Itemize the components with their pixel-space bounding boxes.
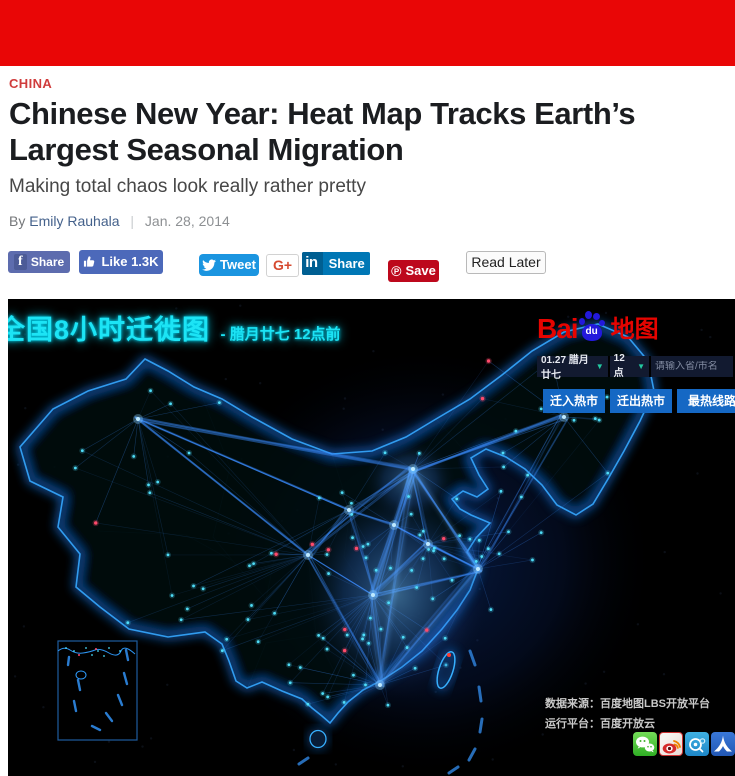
linkedin-share-button[interactable]: in Share (302, 252, 370, 275)
baidu-logo-bai: Bai (537, 315, 578, 343)
facebook-share-button[interactable]: f Share (8, 251, 70, 273)
tencent-weibo-icon[interactable] (685, 732, 709, 756)
tweet-button[interactable]: Tweet (199, 254, 259, 276)
facebook-share-label: Share (31, 255, 64, 269)
hour-select[interactable]: 12 点 ▼ (608, 356, 649, 377)
facebook-like-label: Like 1.3K (101, 254, 158, 269)
article-title: Chinese New Year: Heat Map Tracks Earth’… (9, 96, 664, 169)
google-plus-button[interactable]: G+ (266, 254, 299, 277)
linkedin-share-label: Share (329, 256, 365, 271)
map-tab-bar: 迁入热市 迁出热市 最热线路 (543, 389, 735, 413)
facebook-icon: f (14, 254, 27, 270)
baidu-paw-icon: du (579, 311, 605, 343)
chevron-down-icon: ▼ (596, 362, 604, 371)
byline-separator: | (130, 213, 134, 229)
article-subtitle: Making total chaos look really rather pr… (9, 176, 725, 198)
map-title: 全国8小时迁徙图 - 腊月廿七 12点前 (8, 308, 341, 347)
pinterest-icon: ℗ (391, 264, 401, 278)
map-attribution: 数据来源：百度地图LBS开放平台 运行平台：百度开放云 (545, 694, 710, 734)
tweet-label: Tweet (220, 257, 256, 272)
platform-line: 运行平台：百度开放云 (545, 714, 710, 734)
share-toolbar: f Share Like 1.3K Tweet G+ in Share ℗ Sa… (8, 250, 735, 286)
twitter-bird-icon (202, 259, 216, 271)
migration-map-image: 全国8小时迁徙图 - 腊月廿七 12点前 Bai du 地图 01.27 腊月廿… (8, 299, 735, 776)
byline: By Emily Rauhala | Jan. 28, 2014 (9, 213, 725, 229)
linkedin-icon: in (302, 252, 323, 275)
baidu-maps-logo[interactable]: Bai du 地图 (537, 307, 659, 343)
data-source-line: 数据来源：百度地图LBS开放平台 (545, 694, 710, 714)
publish-date: Jan. 28, 2014 (145, 213, 230, 229)
tab-move-in-cities[interactable]: 迁入热市 (543, 389, 605, 413)
weibo-icon[interactable] (659, 732, 683, 756)
map-share-icons (633, 732, 735, 756)
wechat-icon[interactable] (633, 732, 657, 756)
site-masthead-bar (0, 0, 735, 66)
facebook-like-button[interactable]: Like 1.3K (79, 250, 163, 274)
section-kicker[interactable]: CHINA (9, 76, 725, 91)
renren-icon[interactable] (711, 732, 735, 756)
tab-hottest-routes[interactable]: 最热线路 (677, 389, 735, 413)
map-title-text: 全国8小时迁徙图 (8, 315, 210, 345)
read-later-button[interactable]: Read Later (466, 251, 546, 274)
map-title-date: - 腊月廿七 12点前 (221, 326, 341, 343)
baidu-logo-ditu: 地图 (611, 317, 659, 342)
article-header: CHINA Chinese New Year: Heat Map Tracks … (0, 66, 735, 229)
thumbs-up-icon (83, 255, 96, 268)
date-select[interactable]: 01.27 腊月廿七 ▼ (537, 356, 608, 377)
south-china-sea-inset (58, 641, 137, 740)
author-link[interactable]: Emily Rauhala (29, 213, 119, 229)
tab-move-out-cities[interactable]: 迁出热市 (610, 389, 672, 413)
city-search-input[interactable] (655, 361, 729, 372)
pinterest-save-button[interactable]: ℗ Save (388, 260, 439, 282)
byline-prefix: By (9, 213, 25, 229)
chevron-down-icon: ▼ (637, 362, 645, 371)
city-search-field[interactable] (649, 356, 733, 377)
map-toolbar: 01.27 腊月廿七 ▼ 12 点 ▼ (537, 356, 733, 377)
pinterest-save-label: Save (405, 263, 435, 278)
